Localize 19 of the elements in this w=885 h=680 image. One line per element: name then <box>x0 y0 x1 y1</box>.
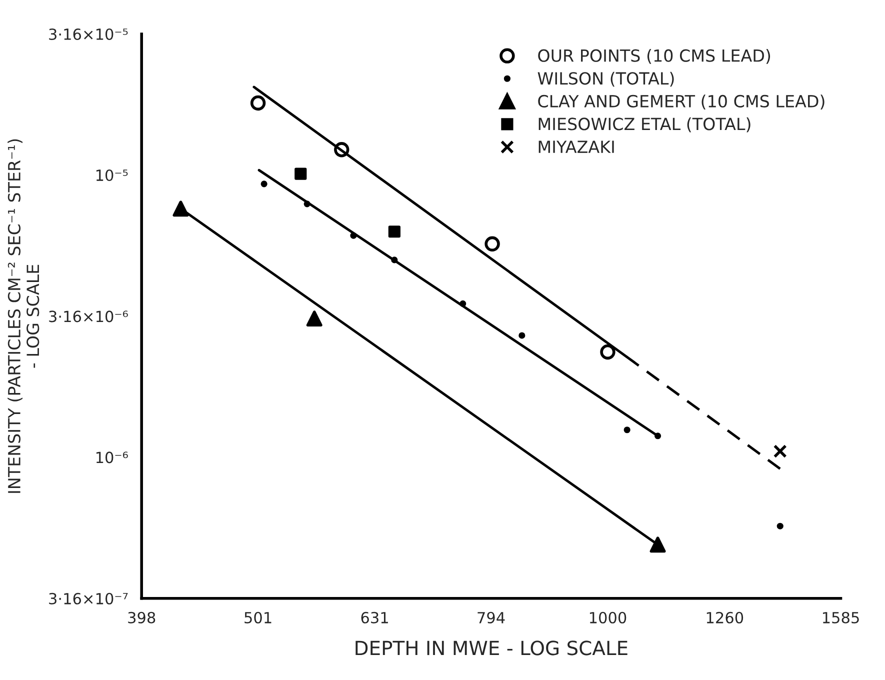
y-tick-label: 3·16×10⁻⁵ <box>49 28 128 40</box>
legend-label: MIESOWICZ ETAL (TOTAL) <box>538 117 750 132</box>
x-tick-label: 501 <box>244 612 272 624</box>
y-tick-label: 10⁻⁶ <box>96 452 128 464</box>
y-axis-title: INTENSITY (PARTICLES CM⁻² SEC⁻¹ STER⁻¹) - LOG SCALE <box>8 139 40 493</box>
legend-label: MIYAZAKI <box>538 140 614 153</box>
x-tick-label: 794 <box>478 612 505 624</box>
legend-label: WILSON (TOTAL) <box>538 72 674 87</box>
y-tick-label: 3·16×10⁻⁷ <box>49 592 128 604</box>
y-tick-label: 3·16×10⁻⁶ <box>49 310 128 322</box>
x-tick-label: 398 <box>128 612 156 624</box>
x-tick-label: 631 <box>361 612 388 624</box>
legend-label: OUR POINTS (10 CMS LEAD) <box>538 49 770 64</box>
x-tick-label: 1260 <box>706 612 744 624</box>
x-axis-title: DEPTH IN MWE - LOG SCALE <box>356 640 628 656</box>
legend-label: CLAY AND GEMERT (10 CMS LEAD) <box>538 94 824 110</box>
x-tick-label: 1000 <box>590 612 626 624</box>
y-tick-label: 10⁻⁵ <box>96 169 128 182</box>
x-tick-label: 1585 <box>822 612 859 624</box>
